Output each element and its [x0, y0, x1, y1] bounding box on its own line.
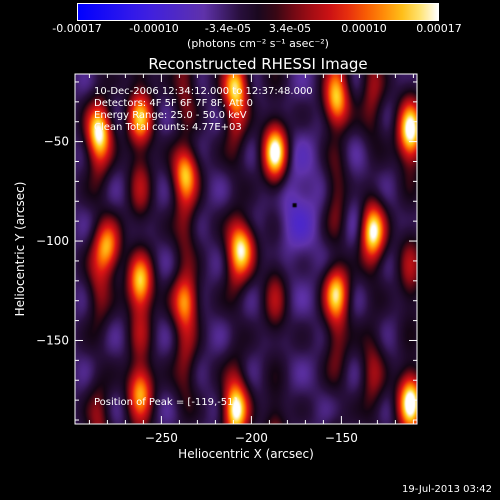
heatmap-image: [75, 74, 417, 424]
colorbar: [77, 3, 439, 21]
plot-frame: [74, 73, 418, 425]
colorbar-tick-label: -0.00010: [129, 22, 179, 35]
y-tick-label: −100: [36, 234, 69, 248]
x-tick-label: −250: [145, 431, 178, 445]
plot-area: [75, 74, 417, 424]
colorbar-tick-label: 0.00010: [341, 22, 387, 35]
colorbar-tick-label: -3.4e-05: [204, 22, 252, 35]
y-axis-label: Heliocentric Y (arcsec): [13, 181, 27, 317]
chart-title: Reconstructed RHESSI Image: [148, 55, 368, 73]
info-time: 10-Dec-2006 12:34:12.000 to 12:37:48.000: [94, 86, 313, 97]
info-detectors: Detectors: 4F 5F 6F 7F 8F, Att 0: [94, 98, 254, 109]
info-energy: Energy Range: 25.0 - 50.0 keV: [94, 110, 247, 121]
y-tick-label: −150: [36, 333, 69, 347]
y-tick-label: −50: [44, 135, 69, 149]
info-clean: Clean Total counts: 4.77E+03: [94, 122, 242, 133]
x-axis-label: Heliocentric X (arcsec): [178, 447, 314, 461]
x-tick-label: −150: [325, 431, 358, 445]
info-peak: Position of Peak = [-119,-51]: [94, 397, 238, 408]
colorbar-unit: (photons cm⁻² s⁻¹ asec⁻²): [187, 37, 329, 50]
x-tick-label: −200: [235, 431, 268, 445]
colorbar-tick-label: -0.00017: [52, 22, 102, 35]
colorbar-tick-label: 3.4e-05: [268, 22, 312, 35]
timestamp: 19-Jul-2013 03:42: [401, 484, 492, 495]
colorbar-tick-label: 0.00017: [416, 22, 462, 35]
